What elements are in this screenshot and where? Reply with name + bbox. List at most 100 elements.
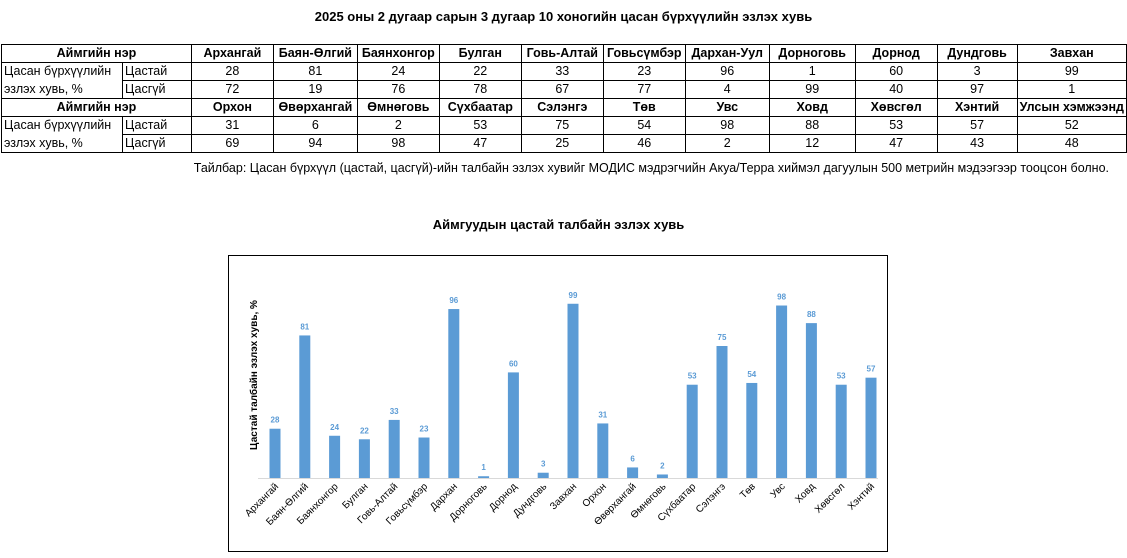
aimag-name: Өмнөговь xyxy=(356,98,440,117)
nosnow-value: 4 xyxy=(684,80,770,99)
nosnow-value: 98 xyxy=(356,134,440,153)
bar xyxy=(448,309,460,478)
header-label: Аймгийн нэр xyxy=(1,44,192,63)
snow-value: 31 xyxy=(190,116,274,135)
snow-value: 53 xyxy=(854,116,938,135)
aimag-name: Архангай xyxy=(190,44,274,63)
snow-value: 22 xyxy=(438,62,522,81)
nosnow-value: 67 xyxy=(520,80,604,99)
aimag-name: Ховд xyxy=(768,98,856,117)
aimag-name: Увс xyxy=(684,98,770,117)
bar xyxy=(776,305,788,478)
data-label: 3 xyxy=(541,460,546,469)
data-label: 24 xyxy=(330,423,339,432)
bar-chart: 28Архангай81Баян-Өлгий24Баянхонгор22Булг… xyxy=(228,255,888,552)
data-label: 1 xyxy=(481,463,486,472)
snow-value: 99 xyxy=(1016,62,1127,81)
nosnow-value: 47 xyxy=(438,134,522,153)
snow-value: 1 xyxy=(768,62,856,81)
aimag-name: Дундговь xyxy=(936,44,1018,63)
data-label: 54 xyxy=(747,370,756,379)
bar xyxy=(597,423,609,478)
nosnow-value: 46 xyxy=(602,134,686,153)
page-title: 2025 оны 2 дугаар сарын 3 дугаар 10 хоно… xyxy=(314,9,813,24)
bar xyxy=(686,384,698,478)
data-label: 31 xyxy=(598,410,607,419)
snow-value: 6 xyxy=(272,116,358,135)
data-label: 96 xyxy=(449,296,458,305)
snow-value: 96 xyxy=(684,62,770,81)
aimag-name: Орхон xyxy=(190,98,274,117)
snow-value: 3 xyxy=(936,62,1018,81)
nosnow-value: 43 xyxy=(936,134,1018,153)
x-tick-label: Ховд xyxy=(793,481,817,505)
y-axis-label: Цастай талбайн эзлэх хувь, % xyxy=(248,300,260,450)
nosnow-value: 47 xyxy=(854,134,938,153)
x-tick-label: Орхон xyxy=(580,481,608,509)
data-label: 6 xyxy=(630,454,635,463)
data-label: 75 xyxy=(718,333,727,342)
sub-label-snow: Цастай xyxy=(121,116,192,135)
x-tick-label: Хэнтий xyxy=(846,481,877,512)
snow-value: 88 xyxy=(768,116,856,135)
bar xyxy=(299,335,311,478)
bar xyxy=(507,372,519,478)
data-label: 53 xyxy=(688,372,697,381)
snow-value: 53 xyxy=(438,116,522,135)
aimag-name: Дорноговь xyxy=(768,44,856,63)
aimag-name: Сэлэнгэ xyxy=(520,98,604,117)
x-tick-label: Завхан xyxy=(548,481,579,512)
sub-label-nosnow: Цасгүй xyxy=(121,80,192,99)
table-header-row: Аймгийн нэр Архангай Баян-Өлгий Баянхонгор Б… xyxy=(1,44,1127,63)
aimag-name: Завхан xyxy=(1016,44,1127,63)
x-tick-label: Төв xyxy=(738,481,758,501)
data-label: 81 xyxy=(300,322,309,331)
table-header-row: Аймгийн нэр Орхон Өвөрхангай Өмнөговь Сүхбаа… xyxy=(1,98,1127,117)
data-label: 53 xyxy=(837,372,846,381)
bar xyxy=(805,323,817,478)
table-row-snow: Цасан бүрхүүлийн Цастай 28 81 24 22 33 23 96 1 60 3… xyxy=(1,62,1127,81)
snow-value: 57 xyxy=(936,116,1018,135)
chart-title: Аймгуудын цастай талбайн эзлэх хувь xyxy=(0,217,1127,232)
bar xyxy=(388,419,400,478)
aimag-name: Баян-Өлгий xyxy=(272,44,358,63)
snow-value: 98 xyxy=(684,116,770,135)
data-label: 88 xyxy=(807,310,816,319)
row-label: эзлэх хувь, % xyxy=(1,134,123,153)
sub-label-snow: Цастай xyxy=(121,62,192,81)
chart-title-text: Аймгуудын цастай талбайн эзлэх хувь xyxy=(432,217,685,232)
data-label: 28 xyxy=(271,416,280,425)
nosnow-value: 1 xyxy=(1016,80,1127,99)
data-label: 98 xyxy=(777,293,786,302)
sub-label-nosnow: Цасгүй xyxy=(121,134,192,153)
chart-frame xyxy=(228,255,888,552)
table-row-nosnow: эзлэх хувь, % Цасгүй 69 94 98 47 25 46 2 12 47 43 48 xyxy=(1,134,1127,153)
bar xyxy=(358,439,370,478)
data-label: 99 xyxy=(569,291,578,300)
table-row-snow: Цасан бүрхүүлийн Цастай 31 6 2 53 75 54 98 88 53 57… xyxy=(1,116,1127,135)
aimag-name: Хөвсгөл xyxy=(854,98,938,117)
nosnow-value: 2 xyxy=(684,134,770,153)
bar xyxy=(478,476,490,478)
bar xyxy=(865,377,877,478)
snow-value: 33 xyxy=(520,62,604,81)
bar xyxy=(627,467,639,478)
aimag-name: Улсын хэмжээнд xyxy=(1016,98,1127,117)
table-note: Тайлбар: Цасан бүрхүүл (цастай, цасгүй)-… xyxy=(193,161,1109,175)
data-label: 23 xyxy=(420,425,429,434)
nosnow-value: 77 xyxy=(602,80,686,99)
nosnow-value: 48 xyxy=(1016,134,1127,153)
nosnow-value: 78 xyxy=(438,80,522,99)
data-label: 33 xyxy=(390,407,399,416)
table-row-nosnow: эзлэх хувь, % Цасгүй 72 19 76 78 67 77 4 99 40 97 1 xyxy=(1,80,1127,99)
aimag-name: Говьсүмбэр xyxy=(602,44,686,63)
bar xyxy=(746,382,758,478)
aimag-name: Төв xyxy=(602,98,686,117)
bar xyxy=(418,437,430,478)
header-label: Аймгийн нэр xyxy=(1,98,192,117)
snow-cover-table: Аймгийн нэр Архангай Баян-Өлгий Баянхонгор Б… xyxy=(1,44,1127,153)
nosnow-value: 19 xyxy=(272,80,358,99)
data-label: 57 xyxy=(867,365,876,374)
aimag-name: Өвөрхангай xyxy=(272,98,358,117)
bar xyxy=(567,303,579,478)
